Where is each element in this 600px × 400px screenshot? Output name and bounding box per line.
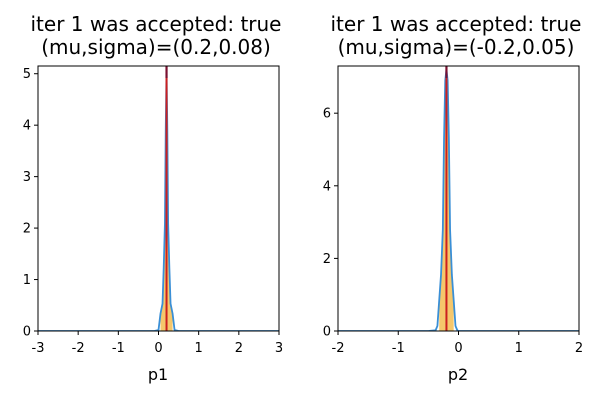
- x-axis-label: p2: [448, 365, 468, 384]
- subplot-title-line1: iter 1 was accepted: true: [331, 12, 582, 36]
- y-tick-label: 6: [323, 107, 331, 122]
- x-tick-label: 3: [275, 341, 283, 356]
- subplot-p1: iter 1 was accepted: true (mu,sigma)=(0.…: [23, 12, 283, 384]
- y-tick-label: 3: [23, 170, 31, 185]
- x-tick-label: -1: [112, 341, 125, 356]
- plot-frame: [337, 65, 580, 332]
- data-layer: [338, 66, 579, 331]
- x-tick-label: 0: [154, 341, 162, 356]
- subplot-p2: iter 1 was accepted: true (mu,sigma)=(-0…: [323, 12, 583, 384]
- y-tick-label: 0: [323, 325, 331, 340]
- y-tick-label: 4: [323, 179, 331, 194]
- x-tick-label: -2: [332, 341, 345, 356]
- x-tick-label: -3: [32, 341, 45, 356]
- y-tick-label: 1: [23, 273, 31, 288]
- density-curve-line: [338, 68, 579, 331]
- x-tick-label: -2: [72, 341, 85, 356]
- y-tick-label: 2: [323, 252, 331, 267]
- density-curve-line: [38, 67, 279, 331]
- x-tick-label: 1: [195, 341, 203, 356]
- y-tick-label: 2: [23, 222, 31, 237]
- x-tick-label: 2: [575, 341, 583, 356]
- y-tick-label: 0: [23, 325, 31, 340]
- subplot-title-line2: (mu,sigma)=(-0.2,0.05): [338, 35, 575, 59]
- y-tick-label: 4: [23, 119, 31, 134]
- x-tick-label: 1: [515, 341, 523, 356]
- plot-area-p2: -2 -1 0 1 2 0 2 4 6: [323, 65, 583, 356]
- plot-frame: [37, 65, 280, 332]
- x-axis-label: p1: [148, 365, 168, 384]
- subplot-title-line1: iter 1 was accepted: true: [31, 12, 282, 36]
- y-tick-label: 5: [23, 67, 31, 82]
- x-tick-label: 0: [454, 341, 462, 356]
- data-layer: [38, 66, 279, 331]
- subplot-title-line2: (mu,sigma)=(0.2,0.08): [41, 35, 271, 59]
- x-tick-label: -1: [392, 341, 405, 356]
- x-tick-label: 2: [235, 341, 243, 356]
- plot-area-p1: -3 -2 -1 0 1 2 3 0 1 2 3 4 5: [23, 65, 283, 356]
